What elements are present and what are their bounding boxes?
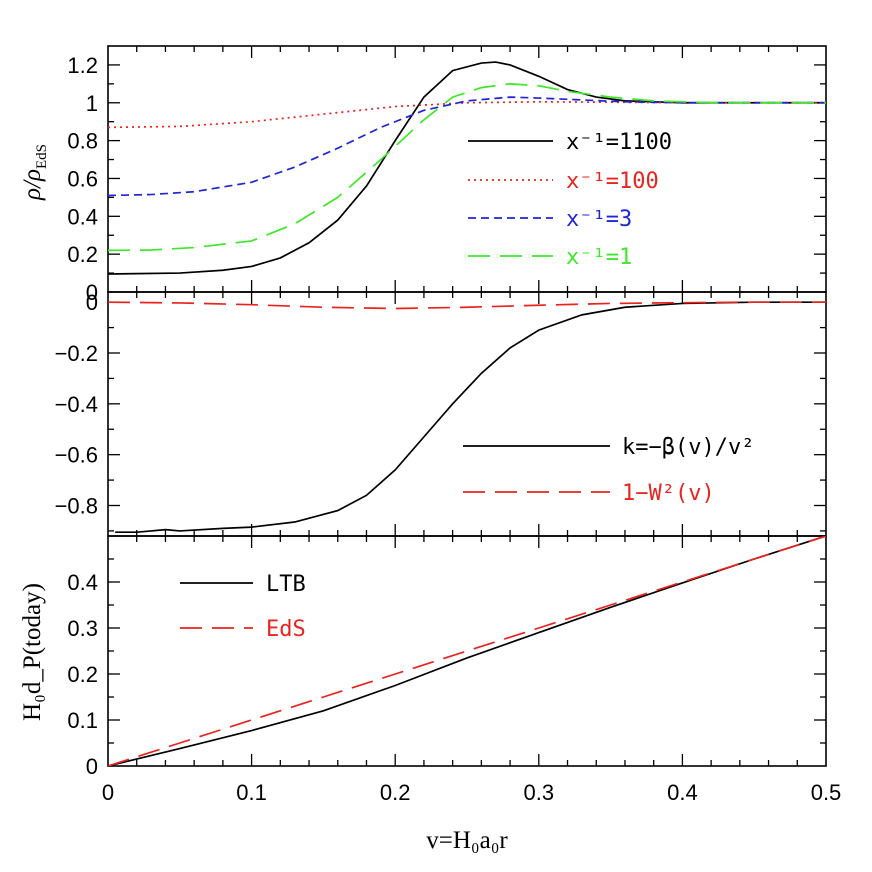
x-tick-label: 0.4: [667, 780, 698, 805]
y-tick-label: −0.6: [55, 443, 98, 468]
panel-middle: −0.8 −0.6 −0.4 −0.2 0 k=−β(v)/v² 1−W²(v): [55, 290, 827, 537]
legend-label: EdS: [266, 617, 306, 642]
x-tick-label: 0.2: [380, 780, 411, 805]
y-axis-title: ρ/ρEdS: [19, 144, 50, 201]
y-tick-label: 0.6: [67, 166, 98, 191]
y-tick-label: 0: [86, 290, 98, 315]
legend-label: LTB: [266, 572, 306, 597]
panel-bottom: 0 0.1 0.2 0.3 0.4 0 0.1 0.2 0.3 0.4 0.5 LTB EdS H₀d_P…: [19, 535, 842, 854]
y-tick-label: −0.8: [55, 494, 98, 519]
legend-label: x⁻¹=1: [566, 245, 632, 270]
series-line: [108, 61, 826, 275]
legend-label: 1−W²(v): [622, 481, 715, 506]
y-tick-label: 0.1: [67, 708, 98, 733]
y-tick-label: 0.4: [67, 204, 98, 229]
y-tick-label: 1: [86, 91, 98, 116]
x-tick-label: 0.1: [236, 780, 267, 805]
y-tick-label: 0.2: [67, 662, 98, 687]
legend-label: x⁻¹=3: [566, 207, 632, 232]
series-line: [108, 301, 826, 310]
y-tick-label: 0: [86, 754, 98, 779]
series-line: [115, 301, 826, 534]
panels: 00.20.40.60.811.2x⁻¹=1100x⁻¹=100x⁻¹=3x⁻¹…: [19, 45, 842, 854]
series-line: [108, 100, 826, 129]
panel-top: 0 0.2 0.4 0.6 0.8 1 1.2 x⁻¹=1100 x⁻¹=100 x⁻¹=3 x⁻¹…: [19, 45, 827, 305]
y-tick-label: 0.3: [67, 616, 98, 641]
axes-frame: [107, 45, 827, 293]
legend-label: x⁻¹=1100: [566, 130, 672, 155]
y-tick-label: 0.4: [67, 570, 98, 595]
x-tick-label: 0.5: [811, 780, 842, 805]
series-line: [108, 82, 826, 252]
legend-label: x⁻¹=100: [566, 169, 659, 194]
x-axis-title: v=H₀a₀r: [426, 827, 508, 854]
y-tick-label: 0: [86, 280, 98, 305]
series-line: [108, 536, 826, 766]
y-tick-label: −0.2: [55, 341, 98, 366]
y-tick-label: 0.8: [67, 129, 98, 154]
axes-frame: [107, 291, 827, 537]
y-axis-title: H₀d_P(today): [19, 583, 46, 721]
legend-label: k=−β(v)/v²: [622, 435, 754, 460]
y-tick-label: 0.2: [67, 242, 98, 267]
y-tick-label: −0.4: [55, 392, 98, 417]
x-tick-label: 0.3: [524, 780, 555, 805]
y-tick-label: 1.2: [67, 53, 98, 78]
x-tick-label: 0: [102, 780, 114, 805]
series-line: [108, 96, 826, 197]
